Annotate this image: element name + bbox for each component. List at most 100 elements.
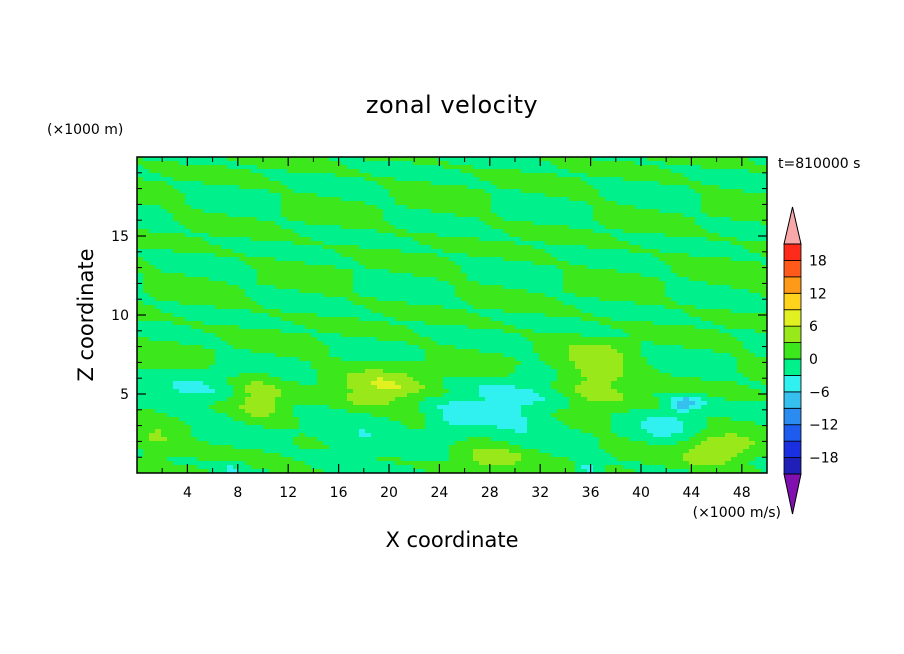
field-cell xyxy=(695,325,702,330)
field-cell xyxy=(641,173,648,178)
field-cell xyxy=(647,289,654,294)
field-cell xyxy=(185,345,192,350)
field-cell xyxy=(161,157,168,162)
field-cell xyxy=(215,165,222,170)
field-cell xyxy=(203,341,210,346)
field-cell xyxy=(743,169,750,174)
field-cell xyxy=(449,325,456,330)
field-cell xyxy=(497,201,504,206)
field-cell xyxy=(503,217,510,222)
field-cell xyxy=(149,181,156,186)
field-cell xyxy=(683,177,690,182)
field-cell xyxy=(527,205,534,210)
field-cell xyxy=(341,233,348,238)
field-cell xyxy=(239,209,246,214)
field-cell xyxy=(173,229,180,234)
field-cell xyxy=(257,237,264,242)
field-cell xyxy=(215,325,222,330)
field-cell xyxy=(467,285,474,290)
field-cell xyxy=(503,185,510,190)
field-cell xyxy=(617,329,624,334)
field-cell xyxy=(215,293,222,298)
field-cell xyxy=(323,329,330,334)
field-cell xyxy=(419,241,426,246)
field-cell xyxy=(641,281,648,286)
field-cell xyxy=(389,249,396,254)
field-cell xyxy=(557,313,564,318)
field-cell xyxy=(299,329,306,334)
field-cell xyxy=(173,265,180,270)
field-cell xyxy=(725,293,732,298)
field-cell xyxy=(317,285,324,290)
field-cell xyxy=(467,245,474,250)
field-cell xyxy=(695,181,702,186)
field-cell xyxy=(719,241,726,246)
field-cell xyxy=(317,297,324,302)
field-cell xyxy=(275,201,282,206)
field-cell xyxy=(443,241,450,246)
field-cell xyxy=(479,185,486,190)
field-cell xyxy=(569,277,576,282)
field-cell xyxy=(539,289,546,294)
field-cell xyxy=(227,345,234,350)
field-cell xyxy=(629,193,636,198)
field-cell xyxy=(335,313,342,318)
field-cell xyxy=(659,177,666,182)
field-cell xyxy=(269,261,276,266)
field-cell xyxy=(485,237,492,242)
field-cell xyxy=(413,289,420,294)
field-cell xyxy=(659,173,666,178)
field-cell xyxy=(209,333,216,338)
field-cell xyxy=(437,305,444,310)
field-cell xyxy=(527,273,534,278)
field-cell xyxy=(407,269,414,274)
field-cell xyxy=(683,253,690,258)
field-cell xyxy=(629,245,636,250)
field-cell xyxy=(173,301,180,306)
field-cell xyxy=(449,193,456,198)
field-cell xyxy=(473,281,480,286)
field-cell xyxy=(491,201,498,206)
field-cell xyxy=(341,329,348,334)
field-cell xyxy=(737,245,744,250)
field-cell xyxy=(443,269,450,274)
field-cell xyxy=(515,297,522,302)
field-cell xyxy=(203,181,210,186)
field-cell xyxy=(665,261,672,266)
field-cell xyxy=(689,289,696,294)
field-cell xyxy=(353,297,360,302)
field-cell xyxy=(749,309,756,314)
field-cell xyxy=(149,333,156,338)
field-cell xyxy=(215,193,222,198)
field-cell xyxy=(317,261,324,266)
field-cell xyxy=(683,305,690,310)
field-cell xyxy=(515,193,522,198)
field-cell xyxy=(239,245,246,250)
field-cell xyxy=(605,293,612,298)
field-cell xyxy=(467,161,474,166)
field-cell xyxy=(179,289,186,294)
field-cell xyxy=(383,313,390,318)
field-cell xyxy=(515,289,522,294)
field-cell xyxy=(173,313,180,318)
field-cell xyxy=(269,257,276,262)
field-cell xyxy=(383,225,390,230)
field-cell xyxy=(419,313,426,318)
field-cell xyxy=(485,309,492,314)
field-cell xyxy=(221,305,228,310)
field-cell xyxy=(719,157,726,162)
field-cell xyxy=(611,197,618,202)
field-cell xyxy=(443,189,450,194)
field-cell xyxy=(245,161,252,166)
field-cell xyxy=(407,201,414,206)
field-cell xyxy=(635,309,642,314)
field-cell xyxy=(329,205,336,210)
field-cell xyxy=(335,281,342,286)
field-cell xyxy=(239,165,246,170)
field-cell xyxy=(365,289,372,294)
field-cell xyxy=(629,225,636,230)
field-cell xyxy=(401,325,408,330)
field-cell xyxy=(647,165,654,170)
field-cell xyxy=(611,161,618,166)
field-cell xyxy=(701,169,708,174)
